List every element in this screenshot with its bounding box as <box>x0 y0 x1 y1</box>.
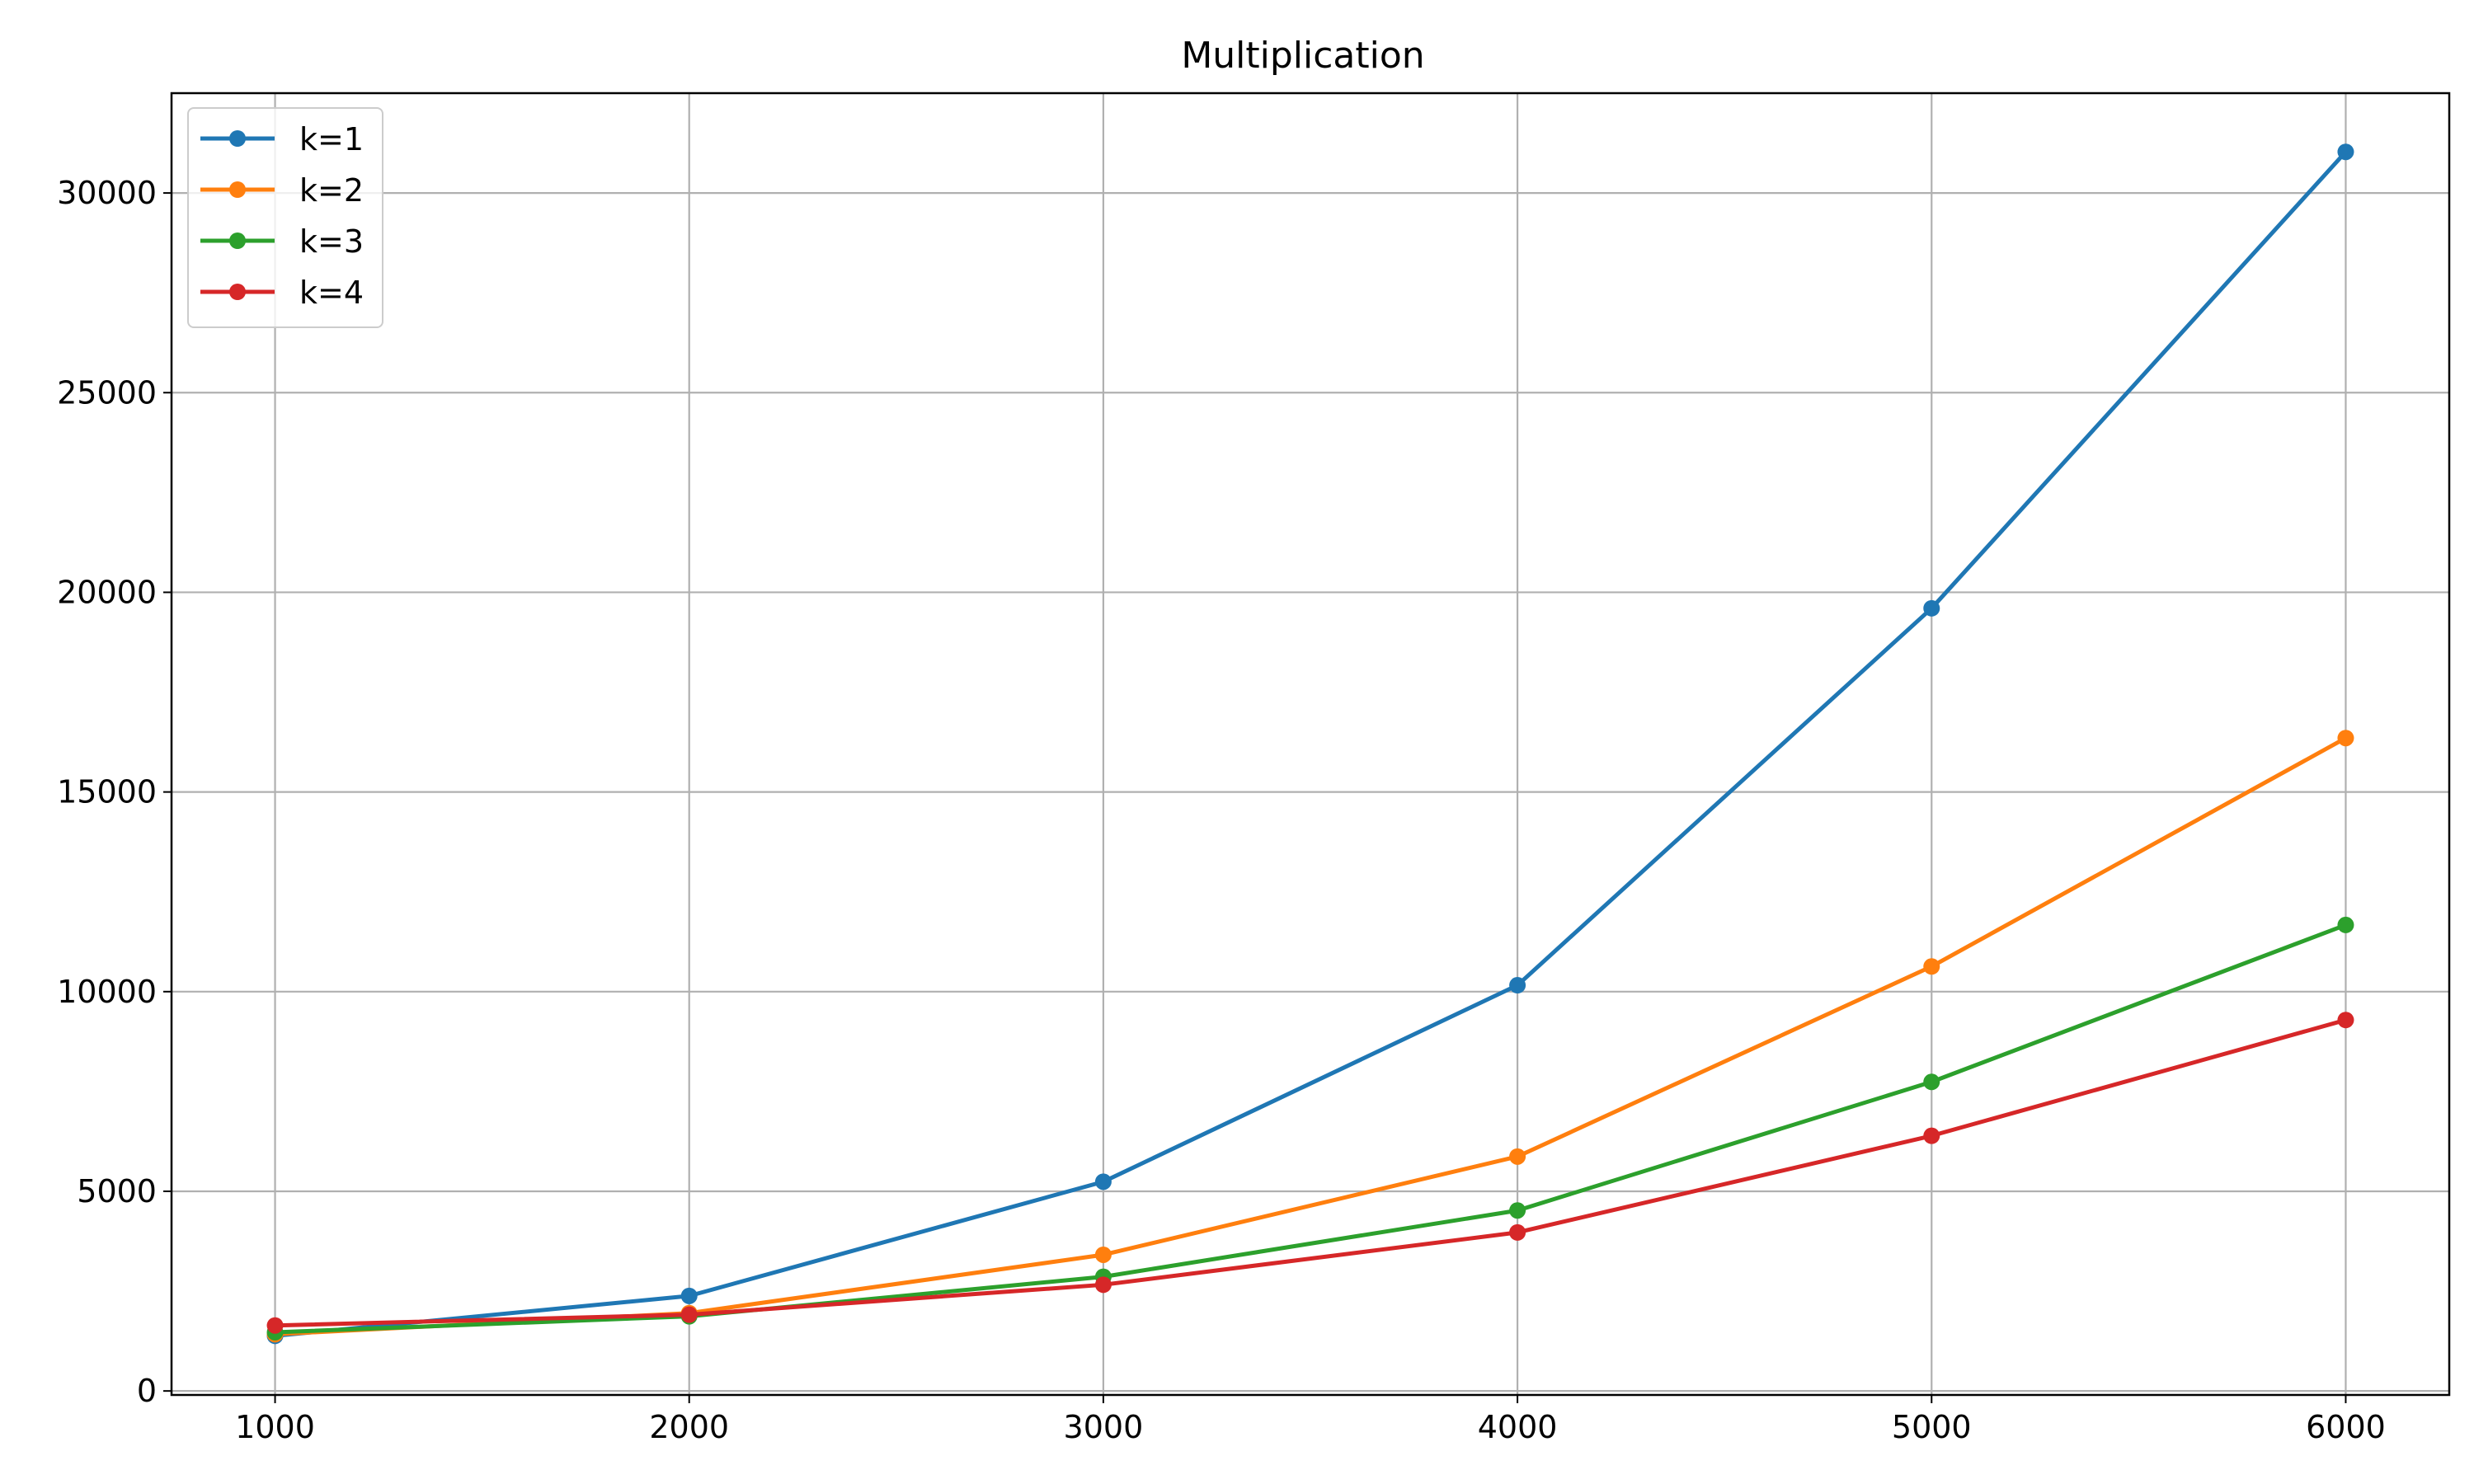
legend-marker <box>229 284 246 300</box>
data-point-k=4 <box>680 1306 698 1323</box>
series-line-k=1 <box>275 150 2348 1338</box>
data-point-k=4 <box>1094 1276 1112 1294</box>
data-point-k=4 <box>266 1317 284 1334</box>
data-point-k=2 <box>1923 958 1940 975</box>
series-line-k=4 <box>275 1017 2347 1328</box>
data-point-k=1 <box>1094 1173 1112 1190</box>
data-point-k=1 <box>1923 599 1940 617</box>
y-tick-label: 0 <box>137 1373 157 1409</box>
chart-title: Multiplication <box>1181 35 1424 77</box>
plot-frame <box>170 92 2451 1397</box>
x-tick-label: 3000 <box>1064 1409 1144 1445</box>
data-point-k=3 <box>1509 1202 1526 1219</box>
data-point-k=1 <box>680 1287 698 1304</box>
data-point-k=4 <box>1509 1223 1526 1241</box>
legend-label: k=4 <box>299 275 364 311</box>
data-point-k=2 <box>2337 730 2354 747</box>
y-tick-label: 25000 <box>57 374 157 411</box>
data-point-k=1 <box>2337 143 2354 161</box>
y-tick-label: 15000 <box>57 774 157 810</box>
legend-marker <box>229 130 246 147</box>
y-tick-label: 5000 <box>77 1173 157 1209</box>
series-line-k=3 <box>275 923 2347 1335</box>
legend: k=1 k=2 k=3 k=4 <box>187 107 383 328</box>
data-point-k=2 <box>1509 1148 1526 1165</box>
y-tick-label: 10000 <box>57 974 157 1010</box>
legend-label: k=1 <box>299 121 364 157</box>
x-tick-label: 4000 <box>1478 1409 1558 1445</box>
tick-labels: 1000 2000 3000 4000 5000 6000 0 5000 10000 15000 2… <box>57 175 2386 1445</box>
series-group <box>266 143 2354 1345</box>
legend-label: k=2 <box>299 172 364 209</box>
x-tick-label: 6000 <box>2306 1409 2386 1445</box>
x-tick-label: 1000 <box>235 1409 315 1445</box>
data-point-k=3 <box>1923 1073 1940 1091</box>
x-tick-label: 2000 <box>649 1409 729 1445</box>
legend-box <box>187 107 383 328</box>
data-point-k=1 <box>1509 977 1526 994</box>
legend-marker <box>229 181 246 198</box>
data-point-k=4 <box>2337 1012 2354 1029</box>
grid <box>172 93 2449 1395</box>
y-tick-label: 20000 <box>57 574 157 610</box>
y-tick-label: 30000 <box>57 175 157 211</box>
data-point-k=3 <box>2337 916 2354 933</box>
legend-marker <box>229 232 246 249</box>
data-point-k=4 <box>1923 1127 1940 1144</box>
legend-label: k=3 <box>299 223 364 260</box>
data-point-k=2 <box>1094 1246 1112 1263</box>
x-tick-label: 5000 <box>1892 1409 1972 1445</box>
